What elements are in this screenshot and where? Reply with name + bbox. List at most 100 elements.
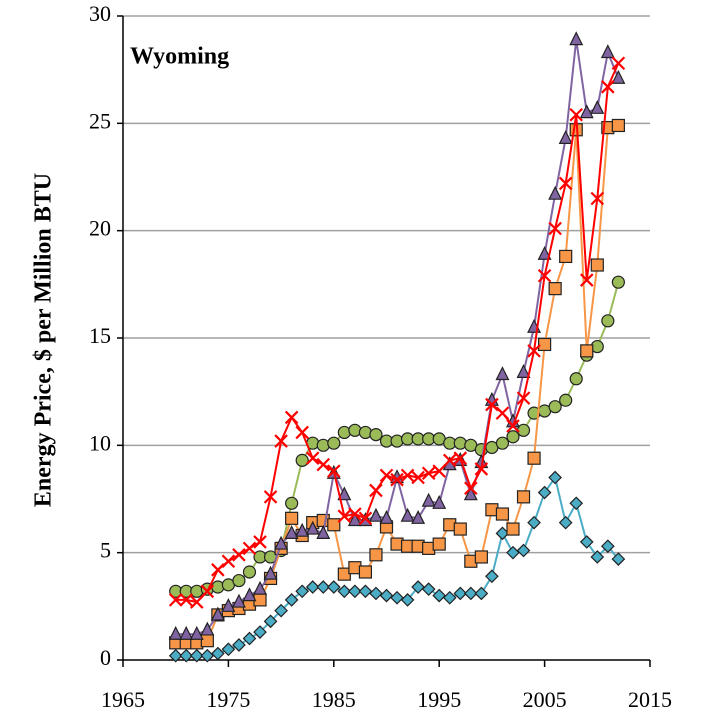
point bbox=[210, 606, 225, 621]
point bbox=[421, 492, 436, 507]
point bbox=[168, 593, 183, 607]
point bbox=[558, 515, 573, 530]
point bbox=[495, 507, 510, 521]
point bbox=[590, 550, 605, 564]
point bbox=[253, 580, 267, 595]
point bbox=[327, 464, 341, 478]
point bbox=[558, 176, 573, 191]
point bbox=[369, 483, 383, 498]
point bbox=[232, 573, 246, 588]
point bbox=[337, 584, 352, 599]
point bbox=[579, 273, 594, 287]
point bbox=[527, 344, 541, 358]
point bbox=[558, 130, 573, 144]
point bbox=[485, 397, 499, 412]
point bbox=[495, 436, 510, 450]
point bbox=[474, 462, 489, 476]
point bbox=[200, 634, 214, 648]
point bbox=[348, 423, 362, 437]
point bbox=[189, 625, 204, 640]
point bbox=[189, 648, 204, 663]
point bbox=[242, 631, 257, 646]
point bbox=[211, 563, 225, 577]
point bbox=[190, 584, 204, 598]
point bbox=[506, 522, 520, 536]
point bbox=[485, 569, 499, 584]
point bbox=[242, 565, 257, 579]
point bbox=[601, 80, 615, 94]
x-tick-label: 1975 bbox=[206, 687, 250, 712]
point bbox=[390, 472, 404, 487]
point bbox=[316, 457, 331, 472]
point bbox=[579, 104, 594, 119]
point bbox=[358, 565, 373, 579]
point bbox=[569, 496, 584, 511]
point bbox=[421, 466, 436, 481]
point bbox=[611, 275, 625, 289]
point bbox=[463, 486, 478, 501]
point bbox=[253, 625, 267, 639]
point bbox=[611, 69, 626, 84]
series-line bbox=[175, 62, 620, 604]
point bbox=[200, 621, 215, 636]
point bbox=[559, 249, 573, 264]
point bbox=[316, 438, 330, 452]
point bbox=[305, 451, 320, 465]
point bbox=[432, 588, 447, 603]
point bbox=[516, 490, 531, 504]
point bbox=[516, 364, 531, 378]
point bbox=[379, 468, 394, 483]
point bbox=[453, 522, 467, 536]
point bbox=[305, 580, 320, 594]
point bbox=[211, 580, 225, 594]
point bbox=[369, 586, 383, 601]
point bbox=[358, 425, 373, 440]
point bbox=[506, 545, 520, 560]
point bbox=[337, 509, 352, 523]
x-tick-label: 1985 bbox=[312, 687, 356, 712]
point bbox=[358, 511, 373, 526]
point bbox=[348, 584, 362, 599]
point bbox=[548, 470, 562, 485]
point bbox=[453, 436, 467, 450]
y-tick-label: 10 bbox=[89, 430, 111, 455]
point bbox=[548, 221, 562, 236]
point bbox=[168, 648, 183, 663]
point bbox=[548, 400, 562, 414]
point bbox=[474, 550, 488, 564]
point bbox=[516, 391, 531, 405]
point bbox=[432, 537, 446, 551]
point bbox=[337, 425, 351, 440]
point bbox=[242, 587, 257, 602]
point bbox=[379, 509, 394, 524]
point bbox=[274, 603, 288, 618]
point bbox=[327, 436, 341, 450]
point bbox=[369, 548, 383, 562]
point bbox=[453, 586, 468, 601]
point bbox=[232, 638, 246, 652]
y-tick-label: 15 bbox=[89, 323, 111, 348]
point bbox=[316, 525, 331, 539]
series-line bbox=[175, 124, 619, 644]
point bbox=[579, 535, 594, 549]
point bbox=[600, 539, 615, 554]
point bbox=[548, 282, 562, 296]
point bbox=[200, 584, 215, 599]
point bbox=[221, 597, 236, 612]
point bbox=[411, 509, 426, 524]
point bbox=[253, 593, 267, 607]
point bbox=[168, 625, 183, 640]
point bbox=[411, 470, 425, 485]
point bbox=[179, 593, 194, 607]
point bbox=[179, 648, 194, 663]
y-tick-label: 20 bbox=[89, 216, 111, 241]
x-tick-label: 2015 bbox=[628, 687, 672, 712]
point bbox=[348, 507, 362, 521]
point bbox=[569, 31, 584, 46]
point bbox=[611, 552, 626, 566]
point bbox=[326, 580, 341, 594]
point bbox=[506, 430, 520, 444]
point bbox=[421, 582, 436, 597]
point bbox=[580, 344, 594, 358]
